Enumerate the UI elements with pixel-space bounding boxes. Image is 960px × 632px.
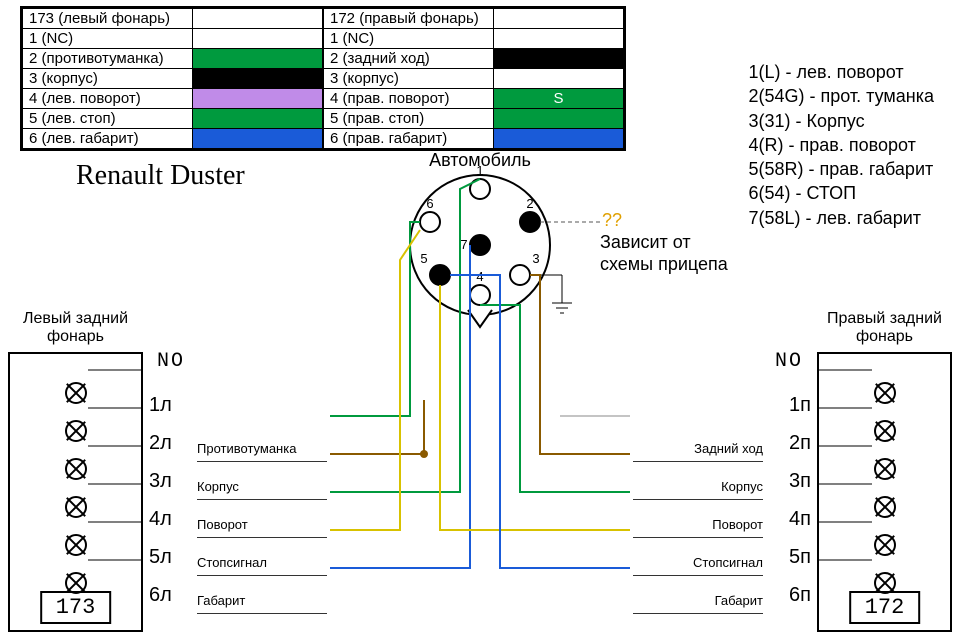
left-lamp-box: NO 173 1л2л3л4л5л6л ПротивотуманкаКорпус… xyxy=(8,352,143,632)
svg-text:3: 3 xyxy=(532,251,539,266)
depends-label: Зависит от схемы прицепа xyxy=(600,232,728,275)
left-lamp-title: Левый задний фонарь xyxy=(8,310,143,346)
bulb-icon xyxy=(65,382,87,404)
unknown-marker: ?? xyxy=(602,210,622,231)
bulb-icon xyxy=(65,420,87,442)
lamp-row xyxy=(10,412,141,450)
svg-text:5: 5 xyxy=(420,251,427,266)
right-lamp-block: Правый задний фонарь NO 172 1п2п3п4п5п6п… xyxy=(817,310,952,632)
pin-legend-item: 5(58R) - прав. габарит xyxy=(749,157,935,181)
bulb-icon xyxy=(65,534,87,556)
right-lamp-title: Правый задний фонарь xyxy=(817,310,952,346)
left-wire-labels: ПротивотуманкаКорпусПоворотСтопсигналГаб… xyxy=(197,424,327,614)
pin-legend-item: 6(54) - СТОП xyxy=(749,181,935,205)
pin-table-right: 172 (правый фонарь)1 (NC)2 (задний ход)3… xyxy=(323,8,624,149)
pin-legend-item: 3(31) - Корпус xyxy=(749,109,935,133)
svg-text:6: 6 xyxy=(426,196,433,211)
right-wire-labels: Задний ходКорпусПоворотСтопсигналГабарит xyxy=(633,424,763,614)
lamp-row xyxy=(819,526,950,564)
no-label-right: NO xyxy=(775,350,803,373)
pin-legend: 1(L) - лев. поворот2(54G) - прот. туманк… xyxy=(749,60,935,230)
lamp-row xyxy=(10,374,141,412)
no-label-left: NO xyxy=(157,350,185,373)
left-lamp-block: Левый задний фонарь NO 173 1л2л3л4л5л6л … xyxy=(8,310,143,632)
left-connector-number: 173 xyxy=(40,591,112,624)
pin-legend-item: 7(58L) - лев. габарит xyxy=(749,206,935,230)
lamp-row xyxy=(819,450,950,488)
lamp-row xyxy=(819,412,950,450)
right-pin-numbers: 1п2п3п4п5п6п xyxy=(771,386,811,614)
lamp-row xyxy=(10,450,141,488)
bulb-icon xyxy=(874,496,896,518)
pin-tables: 173 (левый фонарь)1 (NC)2 (противотуманк… xyxy=(20,6,626,151)
lamp-row xyxy=(10,526,141,564)
pin-legend-item: 2(54G) - прот. туманка xyxy=(749,84,935,108)
bulb-icon xyxy=(874,382,896,404)
svg-text:2: 2 xyxy=(526,196,533,211)
left-pin-numbers: 1л2л3л4л5л6л xyxy=(149,386,189,614)
bulb-icon xyxy=(874,534,896,556)
bulb-icon xyxy=(874,458,896,480)
pin-legend-item: 1(L) - лев. поворот xyxy=(749,60,935,84)
bulb-icon xyxy=(65,458,87,480)
connector-label: Автомобиль xyxy=(429,150,531,171)
pin-legend-item: 4(R) - прав. поворот xyxy=(749,133,935,157)
lamp-row xyxy=(819,488,950,526)
bulb-icon xyxy=(874,420,896,442)
svg-text:7: 7 xyxy=(460,237,467,252)
svg-text:4: 4 xyxy=(476,269,483,284)
right-lamp-box: NO 172 1п2п3п4п5п6п Задний ходКорпусПово… xyxy=(817,352,952,632)
pin-table-left: 173 (левый фонарь)1 (NC)2 (противотуманк… xyxy=(22,8,323,149)
right-connector-number: 172 xyxy=(849,591,921,624)
lamp-row xyxy=(10,488,141,526)
lamp-row xyxy=(819,374,950,412)
diagram-title: Renault Duster xyxy=(76,160,245,192)
bulb-icon xyxy=(65,496,87,518)
connector-block: Автомобиль xyxy=(429,150,531,175)
